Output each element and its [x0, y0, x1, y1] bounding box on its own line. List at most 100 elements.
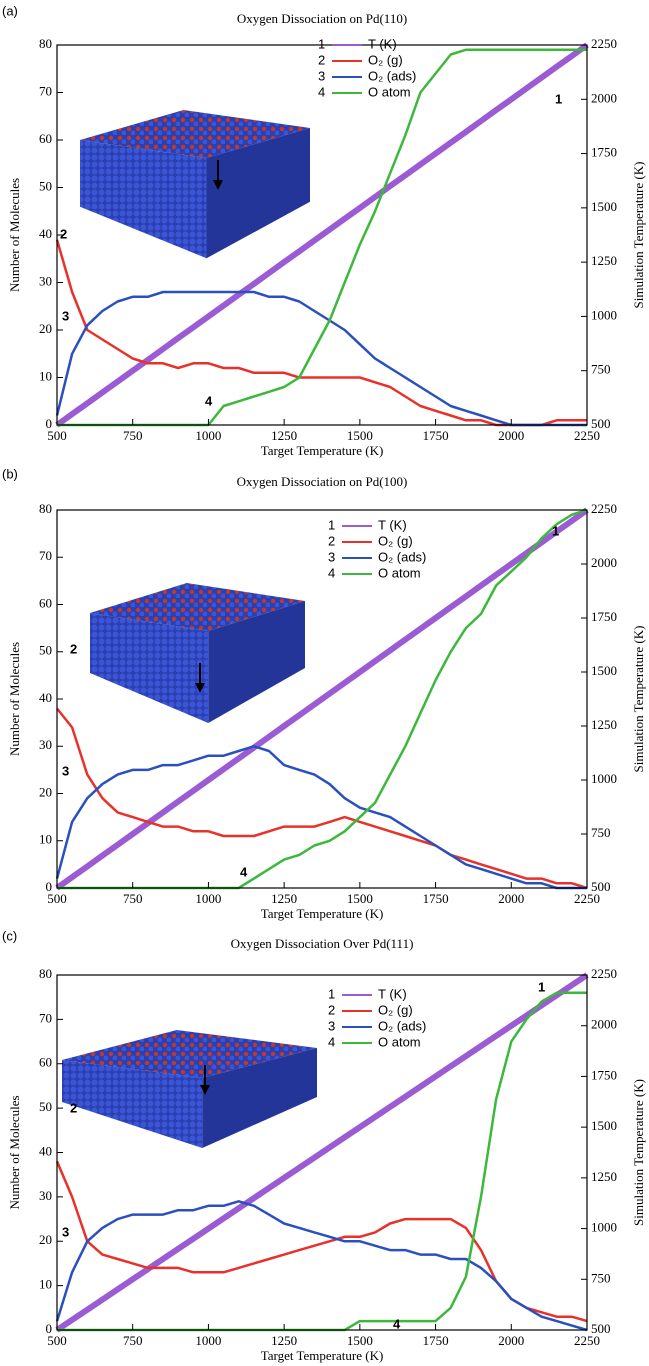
y-tick-label: 50	[39, 643, 52, 658]
y2-tick-label: 500	[591, 879, 611, 894]
x-tick-label: 2000	[498, 428, 524, 443]
x-tick-label: 1750	[423, 891, 449, 906]
y2-tick-label: 2250	[591, 501, 617, 516]
curve-annotation: 3	[62, 308, 69, 323]
legend-number: 1	[318, 36, 325, 51]
y2-tick-label: 1000	[591, 771, 617, 786]
legend-label: O₂ (ads)	[378, 1018, 426, 1033]
y-tick-label: 60	[39, 131, 52, 146]
y2-tick-label: 1750	[591, 609, 617, 624]
y2-tick-label: 1000	[591, 1220, 617, 1235]
y-axis-label: Number of Molecules	[7, 642, 22, 756]
y2-tick-label: 1750	[591, 145, 617, 160]
y-axis-label: Number of Molecules	[7, 178, 22, 292]
legend-number: 3	[318, 68, 325, 83]
y-tick-label: 20	[39, 784, 52, 799]
y-tick-label: 0	[46, 1321, 53, 1336]
panel-label: (a)	[2, 3, 18, 18]
y-axis-label: Number of Molecules	[7, 1095, 22, 1209]
y-tick-label: 10	[39, 368, 52, 383]
chart-title: Oxygen Dissociation on Pd(110)	[237, 11, 407, 26]
series-line	[57, 510, 587, 888]
y2-tick-label: 2000	[591, 90, 617, 105]
x-tick-label: 1000	[195, 891, 221, 906]
legend-label: T (K)	[368, 36, 397, 51]
curve-annotation: 2	[60, 226, 67, 241]
y-tick-label: 20	[39, 321, 52, 336]
curve-annotation: 3	[62, 1224, 69, 1239]
x-tick-label: 1500	[347, 891, 373, 906]
y2-axis-label: Simulation Temperature (K)	[631, 1079, 646, 1226]
x-tick-label: 1750	[423, 428, 449, 443]
series-line	[57, 975, 587, 1330]
legend-label: O atom	[378, 565, 421, 580]
curve-annotation: 3	[62, 763, 69, 778]
legend-number: 2	[328, 1002, 335, 1017]
x-tick-label: 2000	[498, 1333, 524, 1348]
x-tick-label: 1000	[195, 428, 221, 443]
x-tick-label: 1000	[195, 1333, 221, 1348]
curve-annotation: 4	[240, 864, 248, 879]
x-axis-label: Target Temperature (K)	[261, 1348, 384, 1363]
y-tick-label: 60	[39, 595, 52, 610]
x-axis-label: Target Temperature (K)	[261, 906, 384, 921]
legend-label: O₂ (g)	[368, 52, 403, 67]
y-tick-label: 40	[39, 1143, 52, 1158]
legend-number: 4	[328, 565, 335, 580]
figure: (a)Oxygen Dissociation on Pd(110)5007501…	[0, 0, 649, 1366]
curve-annotation: 2	[70, 641, 77, 656]
y2-tick-label: 1000	[591, 307, 617, 322]
y-tick-label: 20	[39, 1232, 52, 1247]
y-tick-label: 30	[39, 273, 52, 288]
y2-tick-label: 1500	[591, 663, 617, 678]
y-tick-label: 80	[39, 36, 52, 51]
y-tick-label: 10	[39, 1277, 52, 1292]
y2-tick-label: 500	[591, 416, 611, 431]
y2-tick-label: 2000	[591, 555, 617, 570]
legend-number: 1	[328, 517, 335, 532]
legend-number: 2	[318, 52, 325, 67]
x-axis-label: Target Temperature (K)	[261, 443, 384, 458]
y-tick-label: 70	[39, 548, 52, 563]
legend-label: O₂ (ads)	[378, 549, 426, 564]
x-tick-label: 750	[123, 1333, 143, 1348]
curve-annotation: 4	[393, 1316, 401, 1331]
legend-label: T (K)	[378, 986, 407, 1001]
y-tick-label: 0	[46, 879, 53, 894]
y-tick-label: 30	[39, 737, 52, 752]
inset-side	[90, 613, 208, 723]
curve-annotation: 1	[552, 523, 559, 538]
y2-tick-label: 1500	[591, 1118, 617, 1133]
legend-label: T (K)	[378, 517, 407, 532]
y2-tick-label: 2000	[591, 1017, 617, 1032]
curve-annotation: 2	[70, 1100, 77, 1115]
page: {"chart_data":[ {"type":"line","panel_la…	[0, 0, 649, 1366]
legend-label: O₂ (ads)	[368, 68, 416, 83]
curve-annotation: 1	[555, 91, 562, 106]
y2-tick-label: 500	[591, 1321, 611, 1336]
panel: (a) Oxygen Dissociation on Pd(110) 500 750 1…	[2, 3, 646, 458]
y2-tick-label: 750	[591, 362, 611, 377]
series-line	[57, 45, 587, 425]
legend-label: O atom	[368, 84, 411, 99]
y2-tick-label: 1250	[591, 1169, 617, 1184]
legend-label: O atom	[378, 1034, 421, 1049]
y-tick-label: 60	[39, 1055, 52, 1070]
legend-number: 1	[328, 986, 335, 1001]
y2-tick-label: 1750	[591, 1067, 617, 1082]
y-tick-label: 40	[39, 690, 52, 705]
chart-title: Oxygen Dissociation on Pd(100)	[237, 474, 408, 489]
chart-title: Oxygen Dissociation Over Pd(111)	[231, 936, 414, 951]
y2-tick-label: 750	[591, 825, 611, 840]
y-tick-label: 30	[39, 1188, 52, 1203]
y2-axis-label: Simulation Temperature (K)	[631, 626, 646, 773]
curve-annotation: 4	[205, 393, 213, 408]
series-line	[57, 709, 587, 889]
y-tick-label: 10	[39, 832, 52, 847]
x-tick-label: 2000	[498, 891, 524, 906]
legend-number: 3	[328, 1018, 335, 1033]
y2-tick-label: 2250	[591, 966, 617, 981]
y-tick-label: 70	[39, 1010, 52, 1025]
legend-number: 4	[318, 84, 325, 99]
